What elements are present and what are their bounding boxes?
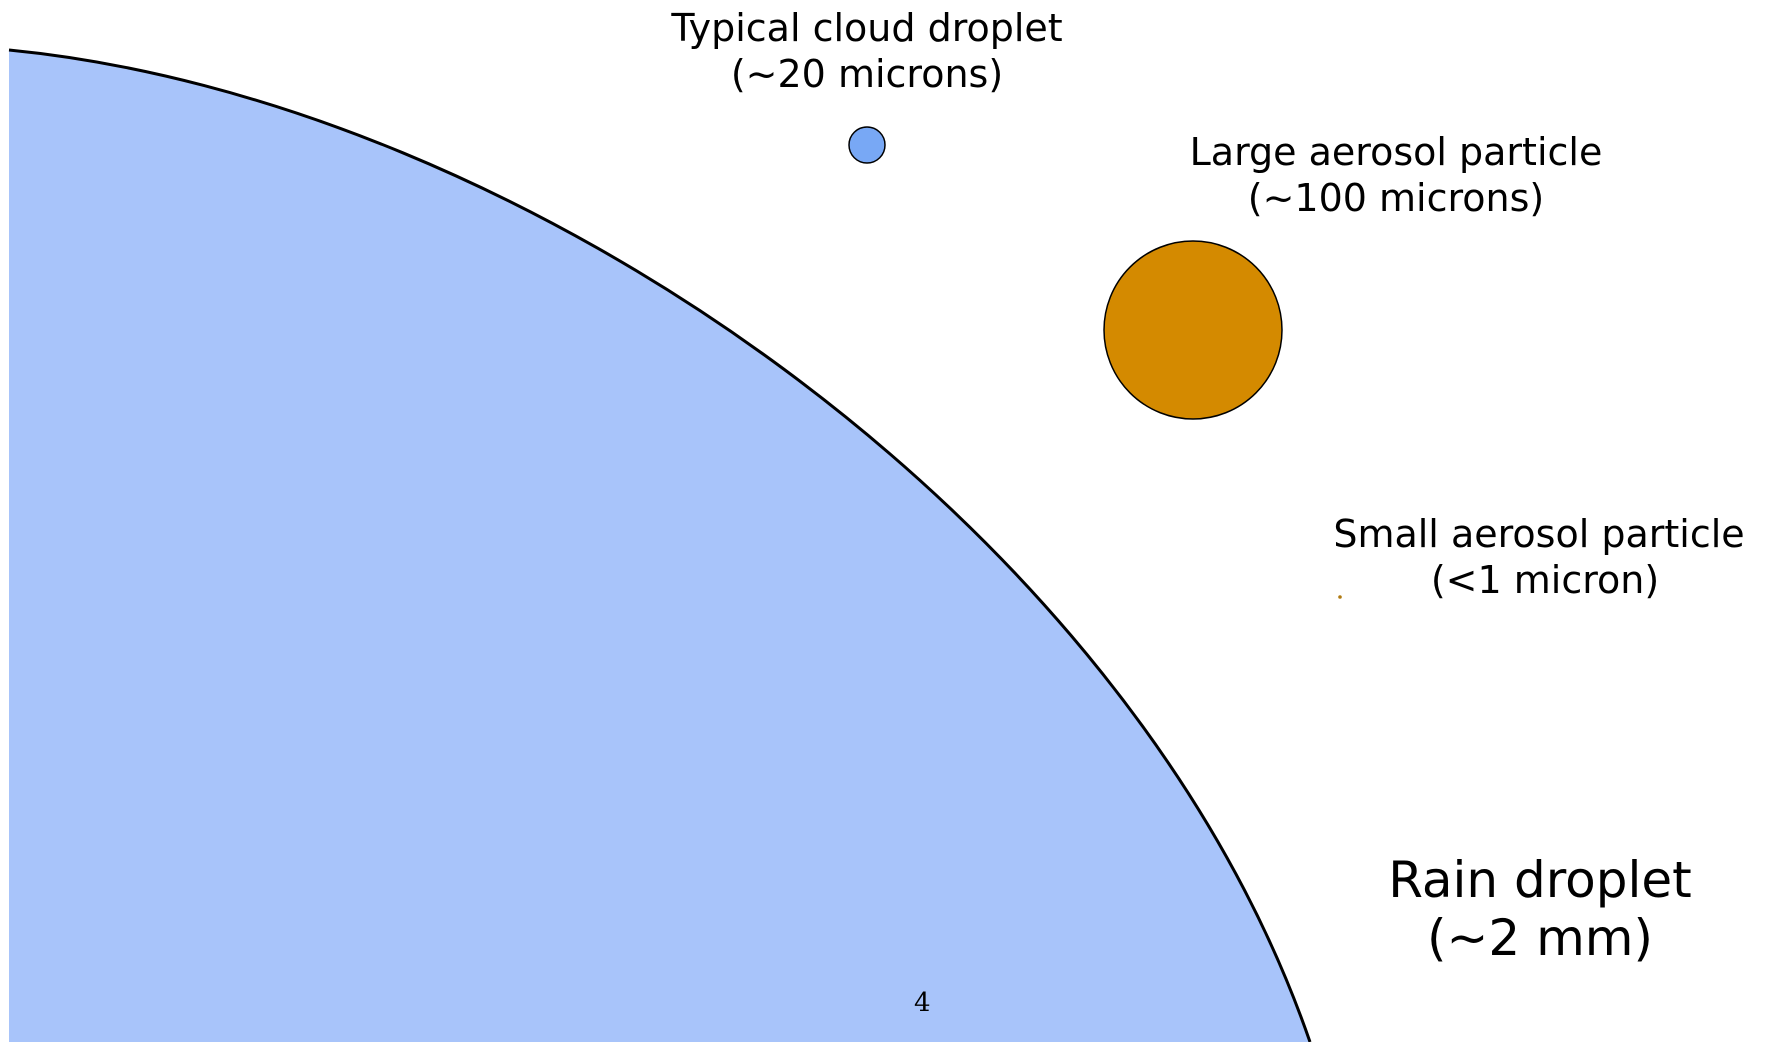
slide-number: 4 [914, 988, 931, 1018]
large-aerosol-title: Large aerosol particle [1189, 130, 1603, 174]
small-aerosol-size: (<1 micron) [1430, 557, 1660, 602]
large-aerosol-shape [1103, 240, 1283, 420]
small-aerosol-label: Small aerosol particle (<1 micron) [1300, 512, 1778, 603]
cloud-droplet-size: (~20 microns) [730, 51, 1004, 96]
rain-droplet-size: (~2 mm) [1426, 908, 1654, 967]
large-aerosol-size: (~100 microns) [1247, 175, 1545, 220]
small-aerosol-title: Small aerosol particle [1333, 512, 1745, 556]
small-aerosol-shape [1338, 595, 1342, 599]
cloud-droplet-shape [848, 126, 886, 164]
rain-droplet-shape [9, 50, 1310, 1042]
large-aerosol-label: Large aerosol particle (~100 microns) [1160, 130, 1632, 221]
cloud-droplet-label: Typical cloud droplet (~20 microns) [647, 6, 1087, 97]
cloud-droplet-title: Typical cloud droplet [671, 6, 1063, 50]
rain-droplet-outline [8, 48, 1312, 1042]
rain-droplet-label: Rain droplet (~2 mm) [1340, 851, 1740, 967]
rain-droplet-title: Rain droplet [1388, 851, 1692, 909]
